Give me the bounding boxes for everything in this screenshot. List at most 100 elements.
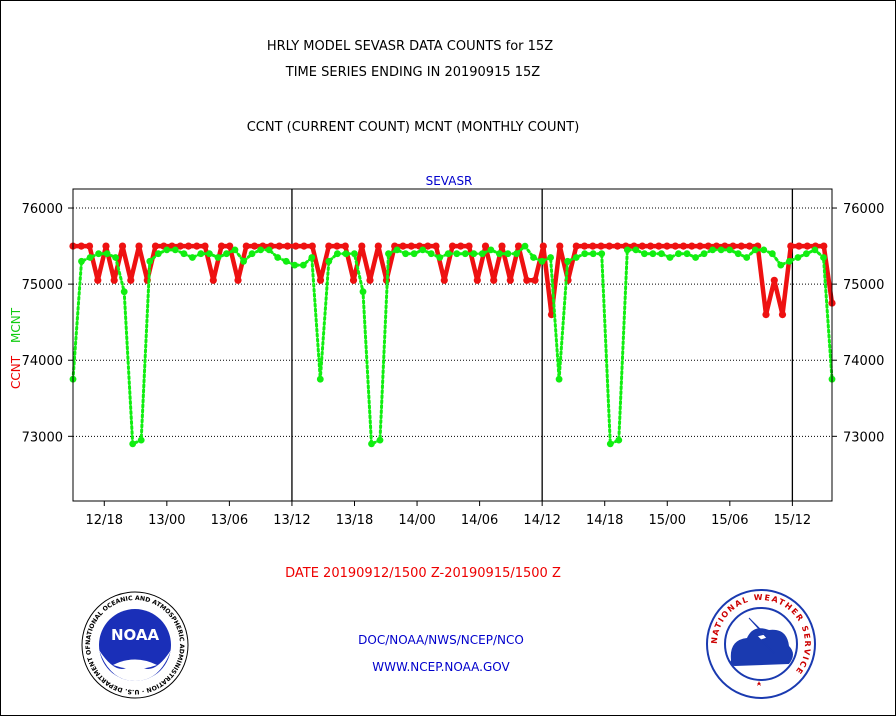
- data-point-ccnt: [135, 242, 143, 250]
- data-point-ccnt: [349, 276, 358, 284]
- data-point-ccnt: [316, 276, 325, 284]
- data-point-ccnt: [688, 242, 696, 250]
- data-point-ccnt: [250, 242, 259, 250]
- header-title-line2: TIME SERIES ENDING IN 20190915 15Z: [285, 65, 541, 80]
- data-point-ccnt: [308, 242, 316, 250]
- data-point-ccnt: [613, 242, 622, 250]
- x-tick-label: 14/00: [398, 513, 435, 528]
- data-point-mcnt: [623, 246, 631, 254]
- noaa-logo: NATIONAL OCEANIC AND ATMOSPHERIC ADMINIS…: [80, 590, 189, 699]
- data-point-ccnt: [217, 242, 226, 250]
- data-point-ccnt: [679, 242, 688, 250]
- nws-logo: NATIONAL WEATHER SERVICE: [706, 589, 816, 699]
- data-point-mcnt: [504, 250, 512, 258]
- series-line-ccnt: [70, 243, 835, 317]
- data-point-mcnt: [240, 257, 248, 265]
- data-point-mcnt: [606, 440, 614, 448]
- data-point-ccnt: [457, 242, 465, 250]
- x-tick-label: 12/18: [86, 513, 123, 528]
- data-point-ccnt: [646, 242, 655, 250]
- data-point-mcnt: [743, 254, 751, 261]
- data-point-ccnt: [292, 242, 300, 250]
- data-point-mcnt: [658, 250, 665, 258]
- data-point-mcnt: [86, 254, 94, 261]
- data-point-ccnt: [424, 242, 432, 250]
- data-point-mcnt: [675, 250, 682, 258]
- data-point-ccnt: [242, 242, 250, 250]
- data-point-mcnt: [453, 250, 461, 258]
- data-point-ccnt: [407, 242, 415, 250]
- data-point-ccnt: [696, 242, 704, 250]
- data-point-ccnt: [787, 242, 795, 250]
- data-point-mcnt: [291, 261, 299, 269]
- data-point-ccnt: [597, 242, 605, 250]
- data-point-mcnt: [342, 250, 350, 258]
- x-tick-label: 13/18: [336, 513, 373, 528]
- data-point-mcnt: [692, 254, 699, 261]
- data-point-ccnt: [85, 242, 94, 250]
- x-tick-label: 15/00: [649, 513, 686, 528]
- data-point-mcnt: [820, 254, 827, 261]
- org-text: DOC/NOAA/NWS/NCEP/NCO: [358, 633, 524, 647]
- data-point-ccnt: [506, 276, 514, 284]
- data-point-ccnt: [655, 242, 663, 250]
- data-point-mcnt: [265, 246, 273, 254]
- data-point-ccnt: [498, 242, 506, 250]
- data-point-ccnt: [490, 276, 498, 284]
- data-point-mcnt: [726, 246, 734, 254]
- data-point-mcnt: [223, 250, 230, 258]
- data-point-mcnt: [385, 250, 392, 258]
- data-point-mcnt: [129, 440, 137, 448]
- data-point-ccnt: [366, 276, 374, 284]
- data-point-ccnt: [226, 242, 234, 250]
- data-point-ccnt: [300, 242, 308, 250]
- data-point-mcnt: [777, 261, 785, 269]
- data-point-mcnt: [154, 250, 162, 258]
- plot-area-border: [72, 188, 833, 502]
- data-point-ccnt: [374, 242, 382, 250]
- data-point-ccnt: [580, 242, 589, 250]
- data-point-ccnt: [201, 242, 209, 250]
- data-point-ccnt: [638, 242, 646, 250]
- data-point-mcnt: [274, 254, 282, 261]
- data-point-mcnt: [180, 250, 188, 258]
- data-point-ccnt: [663, 242, 671, 250]
- data-point-ccnt: [531, 276, 539, 284]
- y-tick-label-left: 74000: [22, 354, 63, 369]
- data-point-mcnt: [325, 257, 333, 265]
- data-point-mcnt: [257, 246, 264, 254]
- x-tick-label: 13/06: [211, 513, 248, 528]
- data-point-mcnt: [564, 257, 571, 265]
- data-point-ccnt: [671, 242, 679, 250]
- data-point-mcnt: [103, 250, 111, 258]
- data-point-mcnt: [470, 250, 478, 258]
- data-point-mcnt: [555, 375, 563, 383]
- data-point-mcnt: [513, 250, 520, 258]
- x-tick-label: 15/12: [774, 513, 811, 528]
- data-point-mcnt: [632, 246, 640, 254]
- data-point-ccnt: [737, 242, 745, 250]
- data-point-mcnt: [410, 250, 418, 258]
- data-point-ccnt: [209, 276, 217, 284]
- data-point-ccnt: [589, 242, 597, 250]
- data-point-mcnt: [95, 250, 102, 258]
- data-point-ccnt: [77, 242, 85, 250]
- data-point-ccnt: [234, 276, 242, 284]
- x-tick-label: 14/12: [523, 513, 560, 528]
- data-point-mcnt: [436, 254, 444, 261]
- y-tick-label-right: 74000: [843, 354, 884, 369]
- data-point-ccnt: [341, 242, 349, 250]
- data-point-ccnt: [94, 276, 102, 284]
- data-point-ccnt: [572, 242, 580, 250]
- data-point-mcnt: [334, 250, 341, 258]
- y-tick-label-left: 75000: [22, 278, 63, 293]
- data-point-mcnt: [308, 254, 316, 261]
- data-point-ccnt: [440, 276, 448, 284]
- y-tick-label-right: 73000: [843, 430, 884, 445]
- data-point-mcnt: [751, 246, 759, 254]
- y-tick-label-left: 76000: [22, 202, 63, 217]
- data-point-mcnt: [206, 250, 213, 258]
- url-text: WWW.NCEP.NOAA.GOV: [372, 660, 510, 674]
- data-point-ccnt: [333, 242, 341, 250]
- data-point-mcnt: [282, 257, 290, 265]
